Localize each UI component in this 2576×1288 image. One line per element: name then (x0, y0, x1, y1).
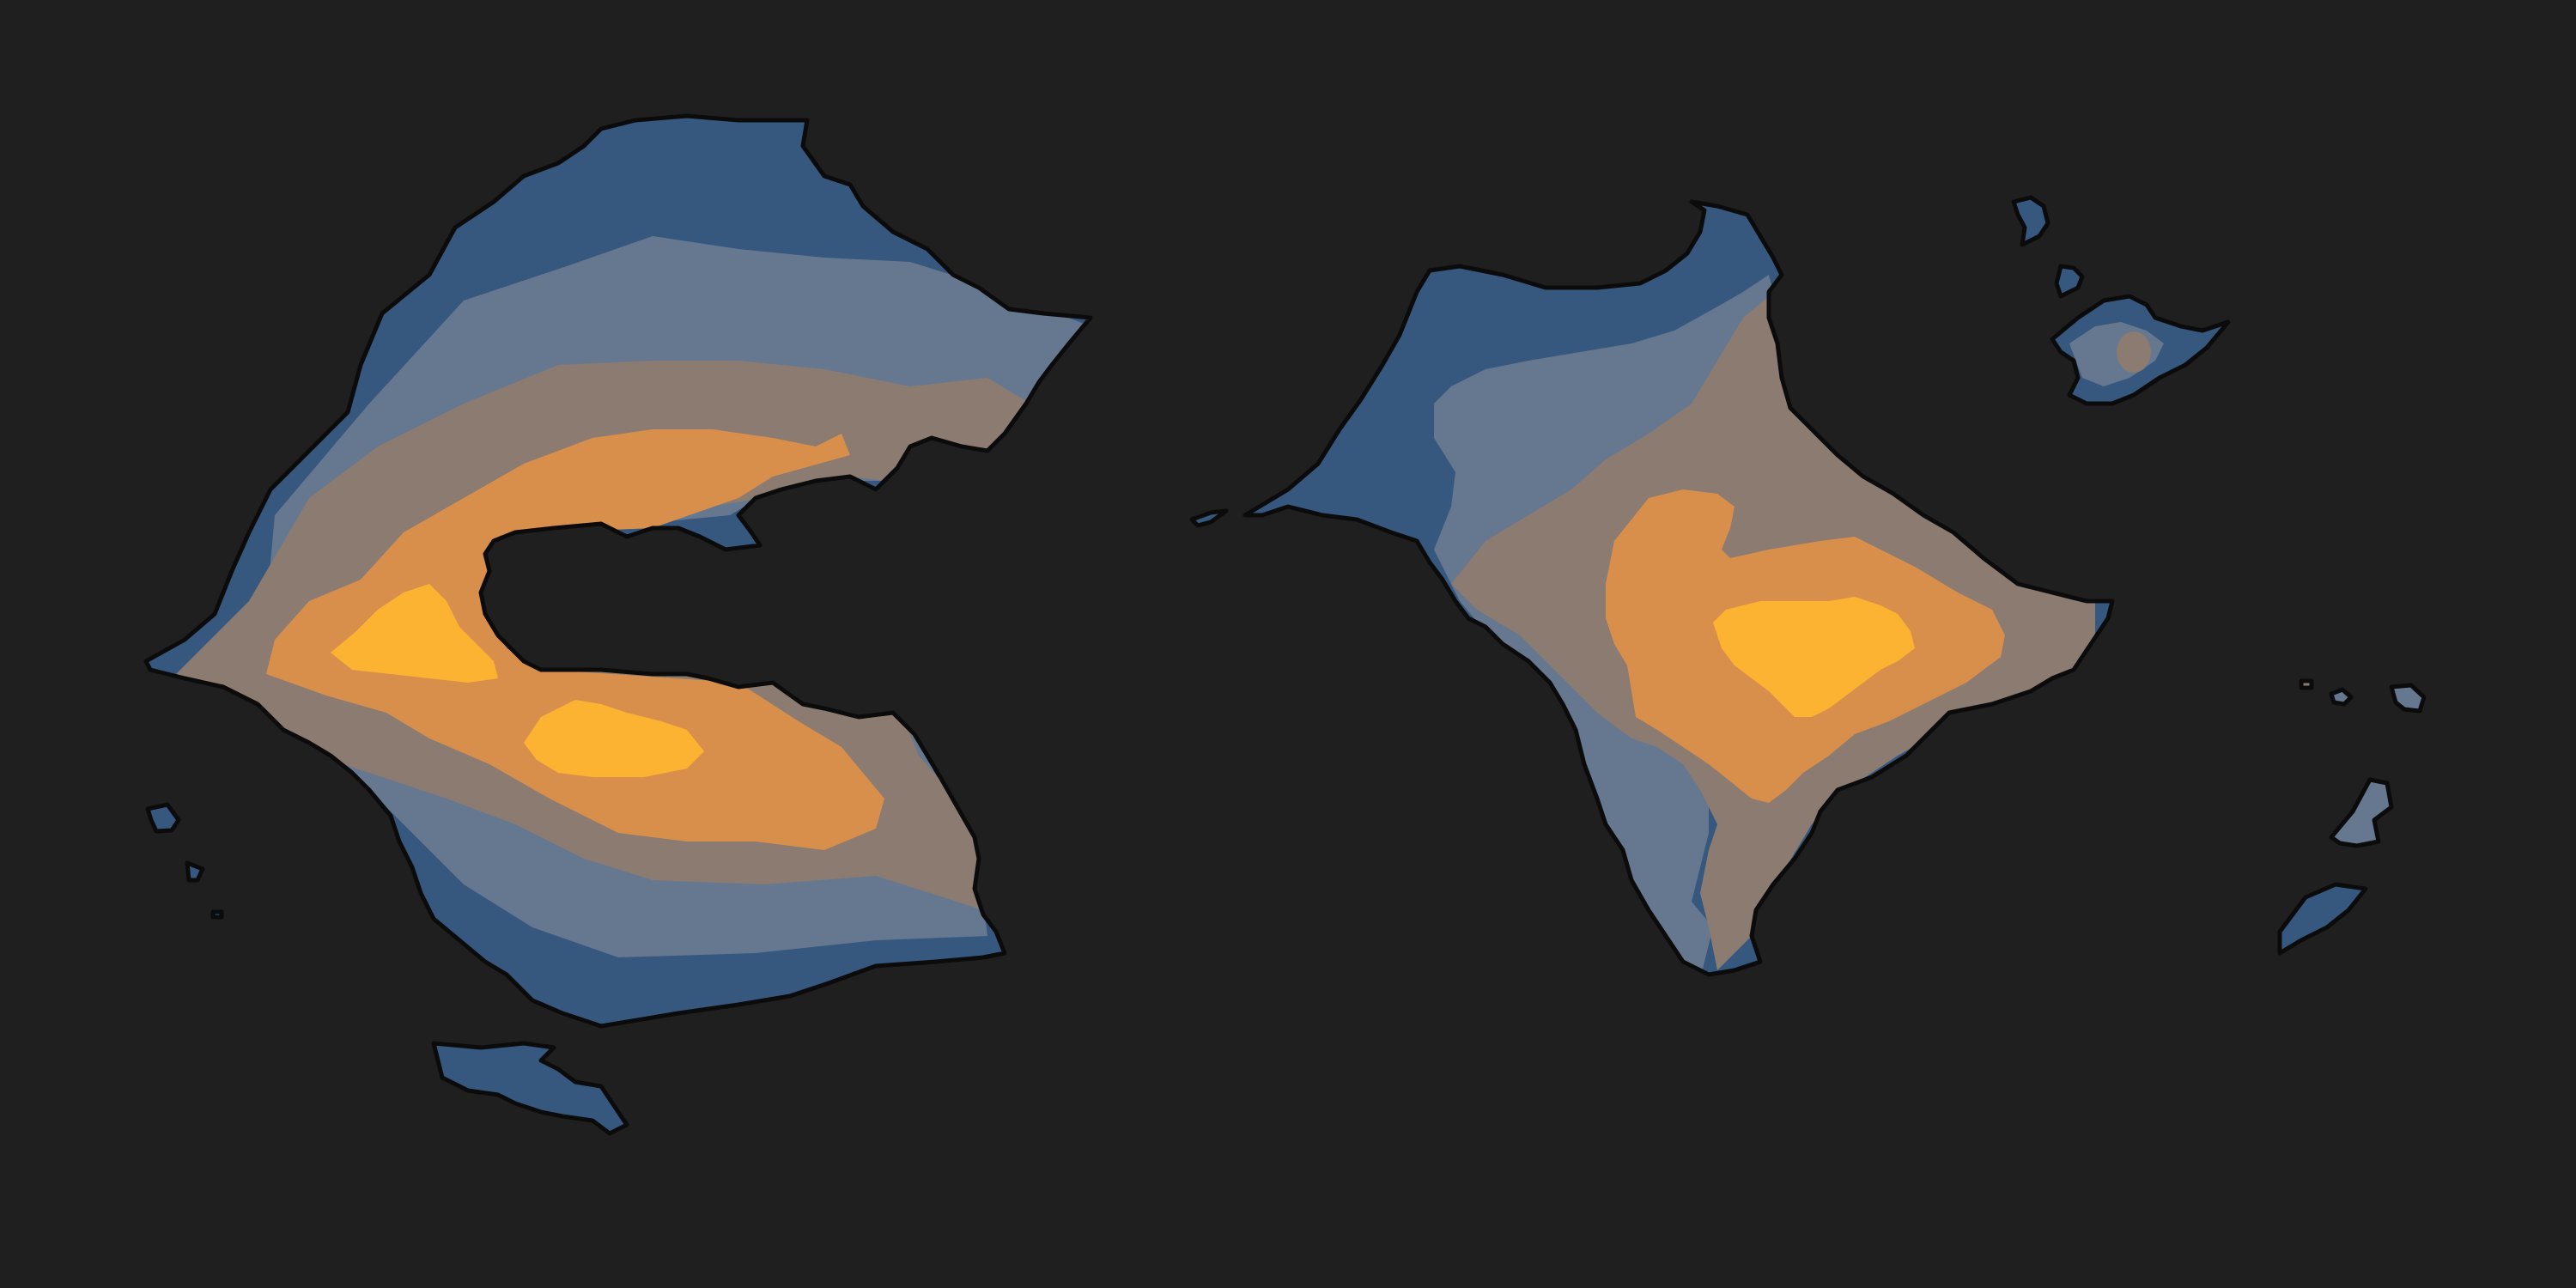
eastern-continent-coastline (1242, 199, 2115, 977)
islet-far-east-5 (2277, 882, 2368, 956)
islet-far-east-3 (2389, 683, 2427, 714)
northeast-island-coastline (2050, 294, 2231, 406)
western-continent (146, 116, 1091, 1026)
islet-far-east-2 (2329, 687, 2354, 707)
islet-ne-1 (2011, 195, 2050, 247)
western-continent-band-4a (331, 584, 498, 683)
eastern-continent (1245, 202, 2112, 975)
western-continent-band-4b (524, 700, 704, 777)
western-continent-band-3 (266, 429, 884, 850)
islet-west-3 (210, 909, 224, 920)
southern-island (431, 1041, 629, 1136)
islet-far-east-1 (2299, 678, 2314, 690)
islet-far-east-4 (2329, 777, 2394, 848)
islet-east-west (1189, 508, 1229, 528)
islet-ne-2 (2054, 264, 2085, 299)
eastern-continent-band-4 (1713, 597, 1915, 717)
northeast-island-band-2 (2117, 331, 2151, 373)
islet-west-1 (145, 802, 181, 834)
islet-west-2 (185, 860, 205, 883)
western-continent-coastline (143, 113, 1093, 1029)
